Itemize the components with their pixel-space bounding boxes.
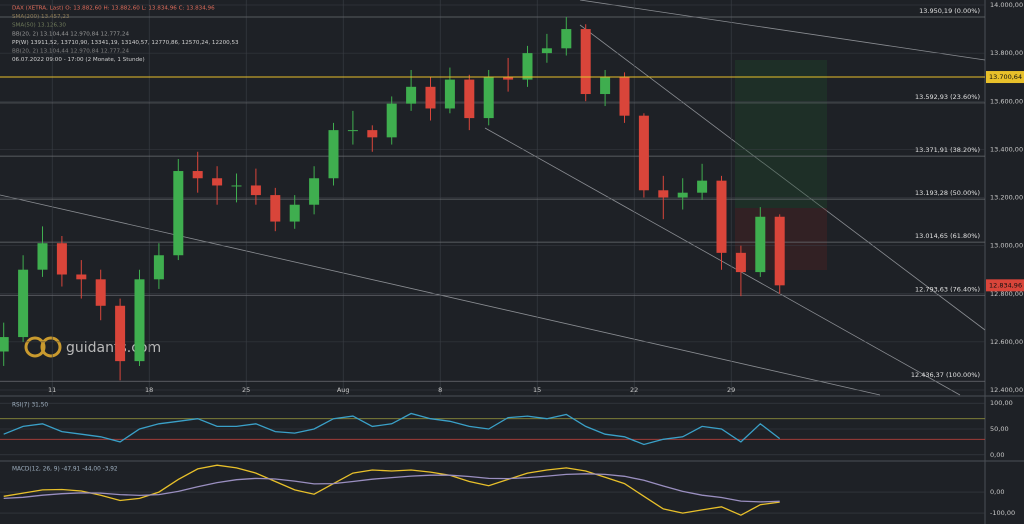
candle-body xyxy=(658,190,669,198)
candle-body xyxy=(483,77,494,119)
candle-body xyxy=(444,79,455,109)
candle-body xyxy=(464,79,475,119)
candle-body xyxy=(153,255,164,280)
fib-label: 13.193,28 (50.00%) xyxy=(915,189,980,197)
candle-body xyxy=(115,305,126,362)
candle-body xyxy=(173,171,184,256)
price-tag-label: 12.834,96 xyxy=(989,281,1022,289)
watermark: guidants.com xyxy=(66,340,161,356)
series-line xyxy=(3,412,781,446)
x-tick-label: 22 xyxy=(630,386,638,394)
legend-line: 06.07.2022 09:00 - 17:00 (2 Monate, 1 St… xyxy=(12,57,145,63)
y-tick-label: 13.200,00 xyxy=(990,194,1023,202)
candle-body xyxy=(347,130,358,132)
legend-line: SMA(200) 13.457,23 xyxy=(12,14,70,20)
price-tag xyxy=(986,279,1024,292)
legend-line: BB(20, 2) 13.104,44 12.970,84 12.777,24 xyxy=(12,49,129,55)
candle-body xyxy=(270,195,281,222)
y-tick-label: 12.400,00 xyxy=(990,386,1023,394)
candle-body xyxy=(697,180,708,193)
price-tag-label: 13.700,64 xyxy=(989,73,1022,81)
x-tick-label: 8 xyxy=(438,386,442,394)
candle-body xyxy=(503,77,514,80)
candle-body xyxy=(561,29,572,49)
candle-body xyxy=(522,53,533,80)
y-tick-label: 12.800,00 xyxy=(990,290,1023,298)
legend-line: DAX (XETRA, Last) O: 13.882,60 H: 13.882… xyxy=(12,6,215,12)
candle-body xyxy=(638,115,649,191)
y-tick-label: 100,00 xyxy=(990,399,1013,407)
fib-label: 13.014,65 (61.80%) xyxy=(915,232,980,240)
candle-body xyxy=(95,279,106,306)
candle-body xyxy=(18,269,29,338)
legend-line: BB(20, 2) 13.104,44 12.970,84 12.777,24 xyxy=(12,31,129,37)
x-tick-label: 15 xyxy=(533,386,541,394)
series-line xyxy=(3,464,780,516)
y-tick-label: 50,00 xyxy=(990,425,1009,433)
candle-body xyxy=(192,171,203,179)
candle-body xyxy=(309,178,320,205)
logo-ring xyxy=(40,336,62,358)
x-tick-label: 11 xyxy=(48,386,56,394)
candle-body xyxy=(212,178,223,186)
candle-body xyxy=(250,185,261,196)
fib-label: 13.950,19 (0.00%) xyxy=(919,7,980,15)
x-tick-label: 25 xyxy=(242,386,250,394)
y-tick-label: 13.800,00 xyxy=(990,49,1023,57)
x-tick-label: 29 xyxy=(727,386,735,394)
y-tick-label: 0,00 xyxy=(990,488,1004,496)
x-tick-label: Aug xyxy=(337,386,350,394)
y-tick-label: 12.600,00 xyxy=(990,338,1023,346)
candle-body xyxy=(735,252,746,273)
candle-body xyxy=(76,274,87,280)
y-tick-label: 13.400,00 xyxy=(990,145,1023,153)
candle-body xyxy=(619,77,630,116)
candle-body xyxy=(37,243,48,270)
candle-body xyxy=(231,185,242,187)
candle-body xyxy=(289,204,300,222)
fib-label: 12.793,63 (76.40%) xyxy=(915,285,980,293)
legend-line: PP(W) 13911,52, 13710,90, 13341,19, 1314… xyxy=(12,40,239,46)
y-tick-label: 14.000,00 xyxy=(990,1,1023,9)
logo-ring xyxy=(24,336,46,358)
candle-body xyxy=(0,337,9,352)
candle-body xyxy=(367,130,378,138)
y-tick-label: -100,00 xyxy=(990,509,1015,517)
trendline xyxy=(579,24,986,331)
candle-body xyxy=(425,86,436,109)
panel-title: MACD(12, 26, 9) -47,91 -44,00 -3,92 xyxy=(12,467,118,473)
fib-label: 13.371,91 (38.20%) xyxy=(915,146,980,154)
series-line xyxy=(3,473,780,503)
fib-label: 12.436,37 (100.00%) xyxy=(911,371,980,379)
candle-body xyxy=(56,243,67,275)
candle-body xyxy=(541,48,552,54)
candle-body xyxy=(134,279,145,362)
y-tick-label: 13.000,00 xyxy=(990,242,1023,250)
watermark-logo xyxy=(24,336,62,358)
target-zone xyxy=(735,60,827,208)
candle-body xyxy=(406,86,417,104)
trendline xyxy=(484,127,961,396)
candle-body xyxy=(774,216,785,286)
panel-title: RSI(7) 31,50 xyxy=(12,403,48,409)
x-tick-label: 18 xyxy=(145,386,153,394)
price-tag xyxy=(986,71,1024,84)
candle-body xyxy=(580,29,591,95)
fib-label: 13.592,93 (23.60%) xyxy=(915,93,980,101)
candle-body xyxy=(755,216,766,273)
candle-body xyxy=(600,77,611,95)
candle-body xyxy=(677,192,688,198)
legend-line: SMA(50) 13.126,30 xyxy=(12,23,66,29)
candle-body xyxy=(716,180,727,253)
trendlines xyxy=(0,0,986,396)
trendline xyxy=(579,0,986,61)
y-tick-label: 13.600,00 xyxy=(990,97,1023,105)
y-tick-label: 0,00 xyxy=(990,451,1004,459)
candle-body xyxy=(328,130,339,179)
candle-body xyxy=(386,103,397,138)
